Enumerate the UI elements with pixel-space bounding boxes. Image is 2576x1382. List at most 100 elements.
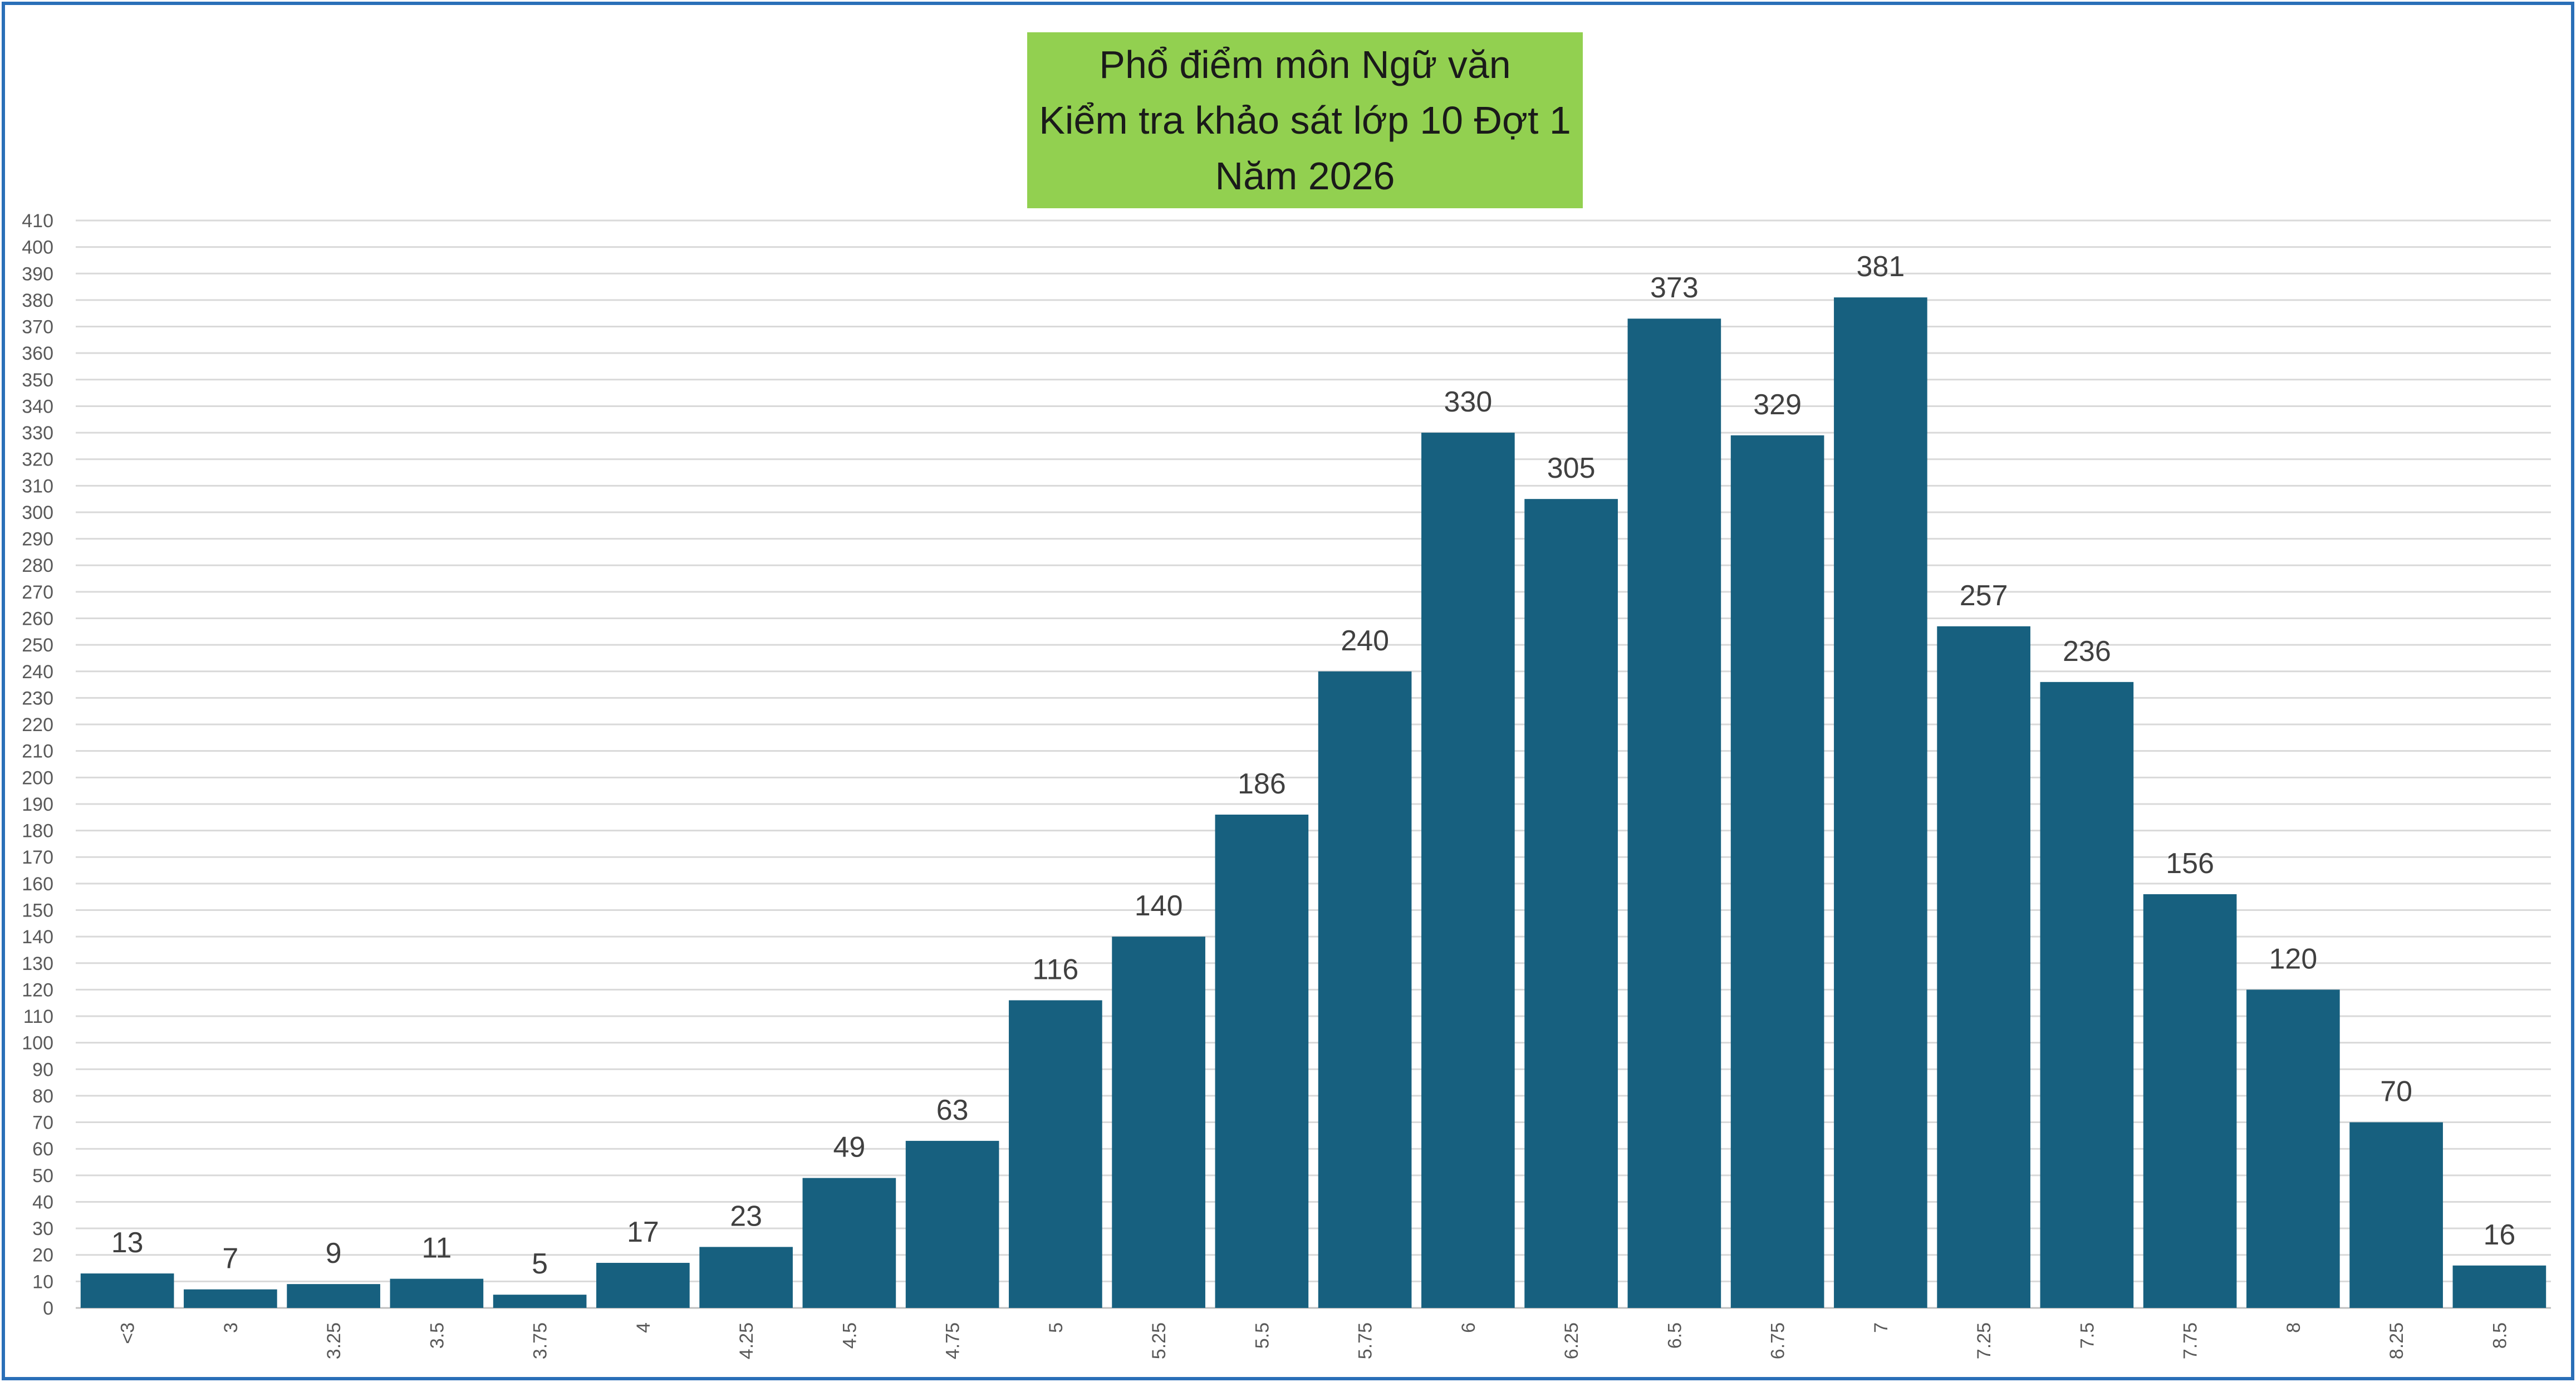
y-tick-label: 120	[22, 979, 53, 1001]
bar	[2349, 1122, 2443, 1308]
x-tick-label: 8.5	[2489, 1322, 2510, 1349]
bar	[905, 1140, 999, 1308]
title-background	[1027, 32, 1583, 208]
bar	[493, 1295, 587, 1308]
y-tick-label: 160	[22, 874, 53, 895]
bar	[802, 1178, 896, 1308]
y-tick-label: 60	[32, 1139, 53, 1160]
data-label: 329	[1753, 389, 1802, 421]
y-tick-label: 240	[22, 661, 53, 683]
y-tick-label: 110	[23, 1006, 53, 1027]
bar	[1215, 815, 1309, 1308]
data-label: 70	[2380, 1076, 2412, 1108]
bar	[184, 1289, 277, 1308]
bar	[1421, 433, 1515, 1308]
y-tick-label: 210	[22, 741, 53, 762]
x-tick-label: 3.75	[530, 1322, 551, 1359]
chart-title: Phổ điểm môn Ngữ văn Kiểm tra khảo sát l…	[1027, 32, 1583, 208]
x-tick-label: 7	[1871, 1322, 1892, 1333]
y-tick-label: 400	[22, 237, 53, 258]
bar	[1834, 297, 1927, 1308]
y-tick-label: 270	[22, 582, 53, 603]
bar	[1627, 318, 1721, 1308]
x-tick-label: 4.5	[839, 1322, 860, 1349]
x-tick-label: 3.25	[323, 1322, 345, 1359]
bar	[1318, 671, 1412, 1308]
data-label: 116	[1032, 953, 1078, 986]
y-tick-label: 320	[22, 449, 53, 471]
y-tick-label: 390	[22, 263, 53, 285]
x-tick-label: 7.25	[1974, 1322, 1995, 1359]
data-label: 186	[1238, 768, 1286, 800]
chart-title-line-2: Kiểm tra khảo sát lớp 10 Đợt 1	[1039, 99, 1571, 142]
x-tick-label: 3.5	[426, 1322, 448, 1349]
y-tick-label: 40	[32, 1192, 53, 1213]
y-tick-label: 310	[22, 476, 53, 497]
y-tick-label: 300	[22, 502, 53, 523]
y-tick-label: 200	[22, 767, 53, 788]
y-tick-label: 170	[22, 847, 53, 868]
bar	[1524, 499, 1618, 1309]
y-tick-label: 150	[22, 900, 53, 921]
data-label: 49	[833, 1131, 865, 1164]
y-tick-label: 350	[22, 370, 53, 391]
chart-title-line-1: Phổ điểm môn Ngữ văn	[1099, 43, 1511, 86]
y-tick-label: 290	[22, 529, 53, 550]
y-tick-label: 250	[22, 635, 53, 656]
x-tick-label: 6.25	[1561, 1322, 1582, 1359]
bar	[596, 1263, 690, 1308]
bars	[80, 297, 2546, 1309]
data-label: 11	[421, 1232, 452, 1265]
x-tick-label: 7.5	[2077, 1322, 2098, 1349]
data-label: 373	[1650, 272, 1699, 304]
x-tick-label: 8	[2283, 1322, 2304, 1333]
y-tick-label: 370	[22, 317, 53, 338]
bar	[699, 1247, 793, 1308]
y-tick-label: 50	[32, 1165, 53, 1187]
data-label: 5	[532, 1248, 548, 1280]
x-axis-ticks: <3 3 3.25 3.5 3.75 4 4.25 4.5 4.75 5 5.25 5.5 5.75 6 6…	[117, 1322, 2511, 1359]
y-tick-label: 360	[22, 343, 53, 364]
y-tick-label: 230	[22, 688, 53, 709]
x-tick-label: 6.75	[1768, 1322, 1789, 1359]
data-label: 330	[1444, 386, 1492, 418]
data-labels: 13 7 9 11 5 17 23 49 63 116 140 186 240 330 305 373 329 3…	[111, 251, 2516, 1280]
data-label: 9	[326, 1237, 342, 1270]
x-tick-label: 5.5	[1252, 1322, 1273, 1349]
data-label: 156	[2166, 847, 2214, 880]
data-label: 7	[222, 1243, 238, 1275]
x-tick-label: 6	[1458, 1322, 1479, 1333]
x-tick-label: 5.75	[1355, 1322, 1376, 1359]
bar	[2143, 894, 2237, 1308]
y-tick-label: 410	[22, 210, 53, 232]
data-label: 240	[1341, 625, 1389, 657]
bar	[80, 1273, 174, 1308]
y-tick-label: 280	[22, 555, 53, 576]
y-tick-label: 70	[32, 1113, 53, 1134]
y-tick-label: 330	[22, 423, 53, 444]
x-tick-label: 8.25	[2386, 1322, 2407, 1359]
y-tick-label: 340	[22, 396, 53, 417]
gridlines	[76, 219, 2551, 1309]
bar	[1937, 626, 2030, 1308]
y-tick-label: 380	[22, 290, 53, 311]
bar	[2452, 1265, 2546, 1308]
x-tick-label: 3	[220, 1322, 242, 1333]
x-tick-label: 5.25	[1149, 1322, 1170, 1359]
bar	[1730, 435, 1824, 1308]
y-tick-label: 30	[32, 1218, 53, 1239]
bar	[390, 1278, 484, 1308]
y-tick-label: 180	[22, 821, 53, 842]
data-label: 13	[111, 1227, 144, 1259]
y-tick-label: 0	[43, 1298, 53, 1319]
y-tick-label: 10	[32, 1271, 53, 1292]
x-tick-label: 4	[633, 1322, 654, 1333]
y-tick-label: 190	[22, 794, 53, 815]
y-tick-label: 140	[22, 927, 53, 948]
y-tick-label: 100	[22, 1033, 53, 1054]
bar	[2040, 682, 2134, 1308]
x-tick-label: 5	[1046, 1322, 1067, 1333]
data-label: 257	[1960, 580, 2008, 612]
